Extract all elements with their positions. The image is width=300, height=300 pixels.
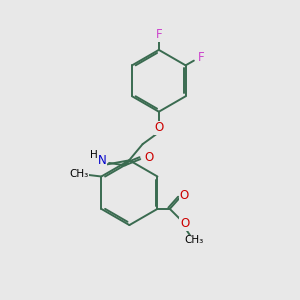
Text: N: N bbox=[98, 154, 107, 167]
Text: H: H bbox=[91, 150, 98, 160]
Text: O: O bbox=[144, 151, 153, 164]
Text: CH₃: CH₃ bbox=[184, 236, 204, 245]
Text: F: F bbox=[198, 51, 204, 64]
Text: O: O bbox=[180, 217, 189, 230]
Text: F: F bbox=[155, 28, 162, 41]
Text: CH₃: CH₃ bbox=[70, 169, 89, 179]
Text: O: O bbox=[154, 122, 164, 134]
Text: O: O bbox=[179, 189, 189, 202]
